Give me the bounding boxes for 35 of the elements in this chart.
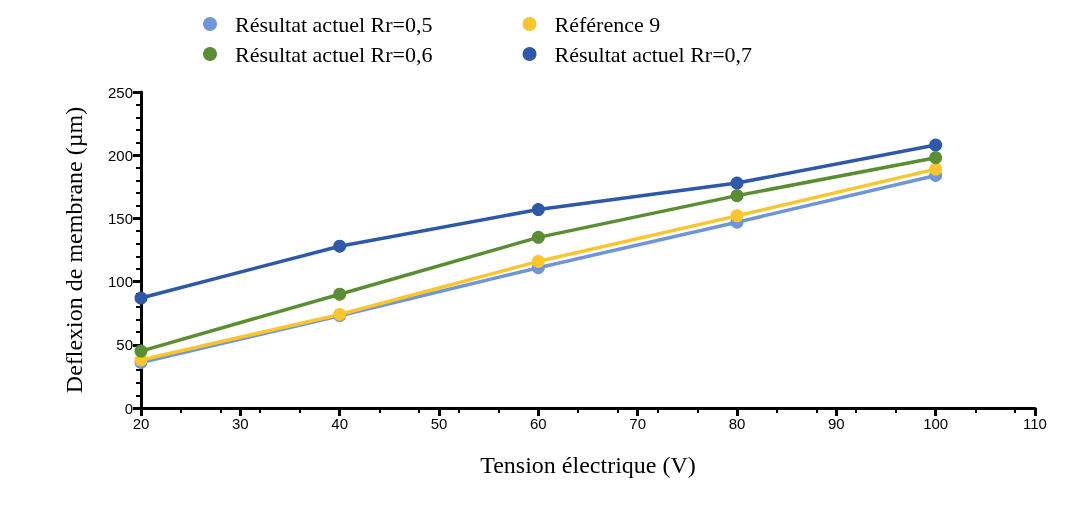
point: [531, 203, 545, 217]
y-tick-label: 250: [107, 83, 133, 101]
x-tick-label: 110: [1023, 415, 1047, 432]
x-tick-label: 50: [430, 415, 448, 432]
x-tick-label: 40: [331, 415, 349, 432]
x-tick-label: 20: [132, 415, 150, 432]
y-tick-label: 0: [124, 399, 133, 417]
x-tick-label: 90: [827, 415, 845, 432]
point: [929, 138, 943, 152]
point: [134, 291, 148, 305]
legend-label: Référence 9: [554, 11, 661, 37]
legend-label: Résultat actuel Rr=0,5: [235, 11, 433, 37]
y-tick-label: 100: [107, 273, 133, 291]
legend-label: Résultat actuel Rr=0,7: [554, 41, 753, 67]
x-tick-label: 80: [728, 415, 746, 432]
y-tick-label: 200: [107, 146, 133, 164]
y-axis-title: Deflexion de membrane (µm): [61, 106, 87, 394]
point: [730, 189, 744, 203]
point: [730, 209, 744, 223]
point: [929, 162, 943, 176]
y-tick-label: 150: [107, 209, 133, 227]
x-tick-label: 100: [923, 415, 949, 432]
point: [531, 254, 545, 268]
point: [333, 287, 347, 301]
x-tick-label: 60: [529, 415, 547, 432]
point: [531, 230, 545, 244]
point: [929, 151, 943, 165]
legend-label: Résultat actuel Rr=0,6: [235, 41, 433, 67]
point: [333, 239, 347, 253]
point: [134, 344, 148, 358]
y-tick-label: 50: [116, 336, 133, 354]
x-tick-label: 70: [629, 415, 647, 432]
x-axis-title: Tension électrique (V): [480, 452, 696, 478]
x-tick-label: 30: [231, 415, 249, 432]
point: [730, 176, 744, 190]
